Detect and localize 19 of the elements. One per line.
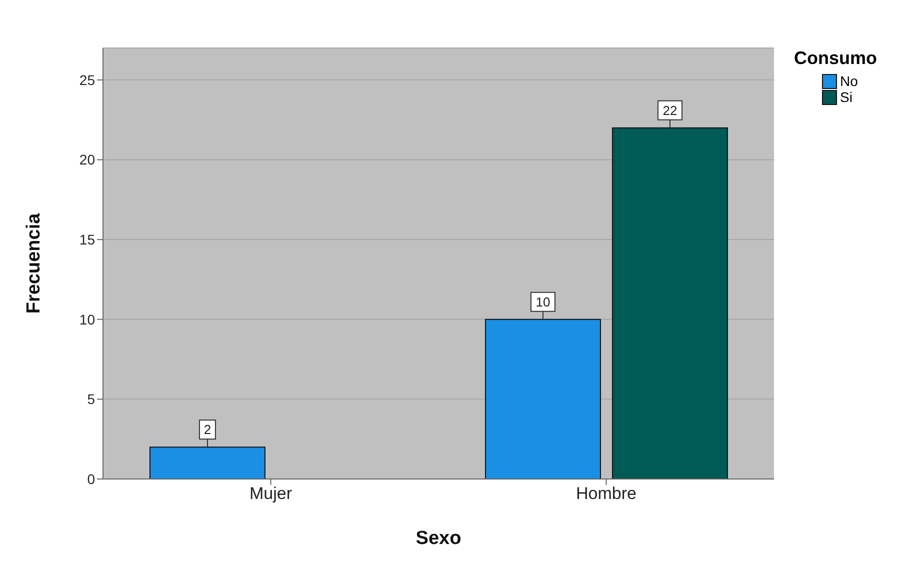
data-label: 10 (536, 294, 550, 310)
x-axis-title: Sexo (416, 528, 462, 549)
x-tick-label: Mujer (249, 484, 292, 504)
y-tick-label: 10 (79, 311, 96, 328)
bar (484, 318, 601, 479)
y-tick-label: 5 (87, 391, 96, 408)
legend-title: Consumo (794, 48, 877, 69)
bar (612, 127, 728, 479)
y-tick-label: 20 (79, 152, 96, 168)
data-label: 2 (204, 422, 212, 438)
bar (149, 446, 266, 479)
legend-label: No (839, 73, 859, 89)
y-tick-label: 0 (87, 470, 96, 487)
legend-label: Si (839, 89, 854, 105)
y-axis-title: Frecuencia (24, 212, 45, 314)
data-label: 22 (662, 102, 678, 118)
x-tick-label: Hombre (576, 484, 636, 504)
y-tick-label: 15 (79, 232, 96, 248)
y-tick-label: 25 (79, 72, 96, 88)
